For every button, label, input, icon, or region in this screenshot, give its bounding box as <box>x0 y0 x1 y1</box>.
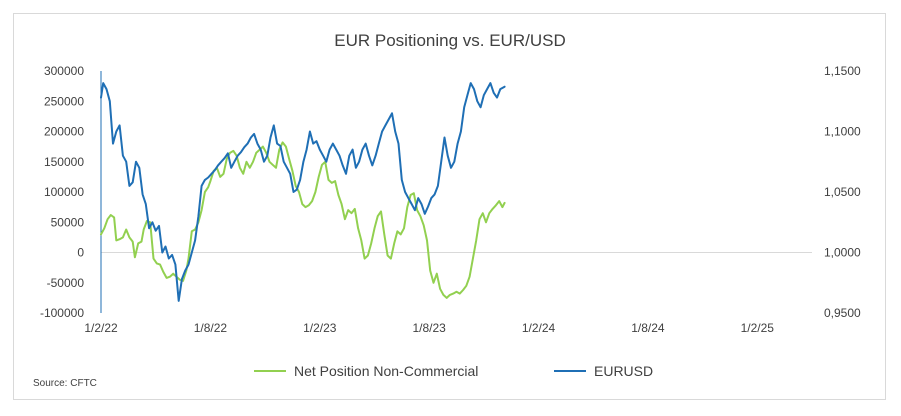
y-axis-right: 1,1500 1,1000 1,0500 1,0000 0,9500 <box>824 64 861 320</box>
x-axis: 1/2/22 1/8/22 1/2/23 1/8/23 1/2/24 1/8/24 1/2/… <box>84 321 774 335</box>
legend-label-net-position: Net Position Non-Commercial <box>294 363 478 379</box>
x-tick-label: 1/8/24 <box>631 321 665 335</box>
y-right-tick-label: 1,1500 <box>824 64 861 78</box>
x-tick-label: 1/2/25 <box>741 321 775 335</box>
y-axis-left: 300000 250000 200000 150000 100000 50000 0 -500… <box>40 64 84 320</box>
eurusd-line <box>100 82 506 302</box>
legend-label-eurusd: EURUSD <box>594 363 653 379</box>
y-left-tick-label: 300000 <box>44 64 84 78</box>
y-right-tick-label: 1,0000 <box>824 246 861 260</box>
y-left-tick-label: -100000 <box>40 306 84 320</box>
chart-title: EUR Positioning vs. EUR/USD <box>334 31 565 50</box>
y-right-tick-label: 1,1000 <box>824 125 861 139</box>
legend: Net Position Non-Commercial EURUSD <box>254 363 653 379</box>
chart-frame <box>13 13 886 400</box>
net-position-line <box>100 141 506 299</box>
y-left-tick-label: 250000 <box>44 94 84 108</box>
source-note: Source: CFTC <box>33 378 97 389</box>
x-tick-label: 1/8/22 <box>194 321 228 335</box>
x-tick-label: 1/8/23 <box>412 321 446 335</box>
x-tick-label: 1/2/24 <box>522 321 556 335</box>
series-layer <box>100 82 506 302</box>
y-left-tick-label: 100000 <box>44 185 84 199</box>
y-left-tick-label: 150000 <box>44 155 84 169</box>
y-left-tick-label: 50000 <box>51 215 85 229</box>
x-tick-label: 1/2/23 <box>303 321 337 335</box>
x-tick-label: 1/2/22 <box>84 321 118 335</box>
y-right-tick-label: 0,9500 <box>824 306 861 320</box>
y-right-tick-label: 1,0500 <box>824 185 861 199</box>
y-left-tick-label: 200000 <box>44 125 84 139</box>
y-left-tick-label: -50000 <box>47 276 85 290</box>
y-left-tick-label: 0 <box>77 246 84 260</box>
